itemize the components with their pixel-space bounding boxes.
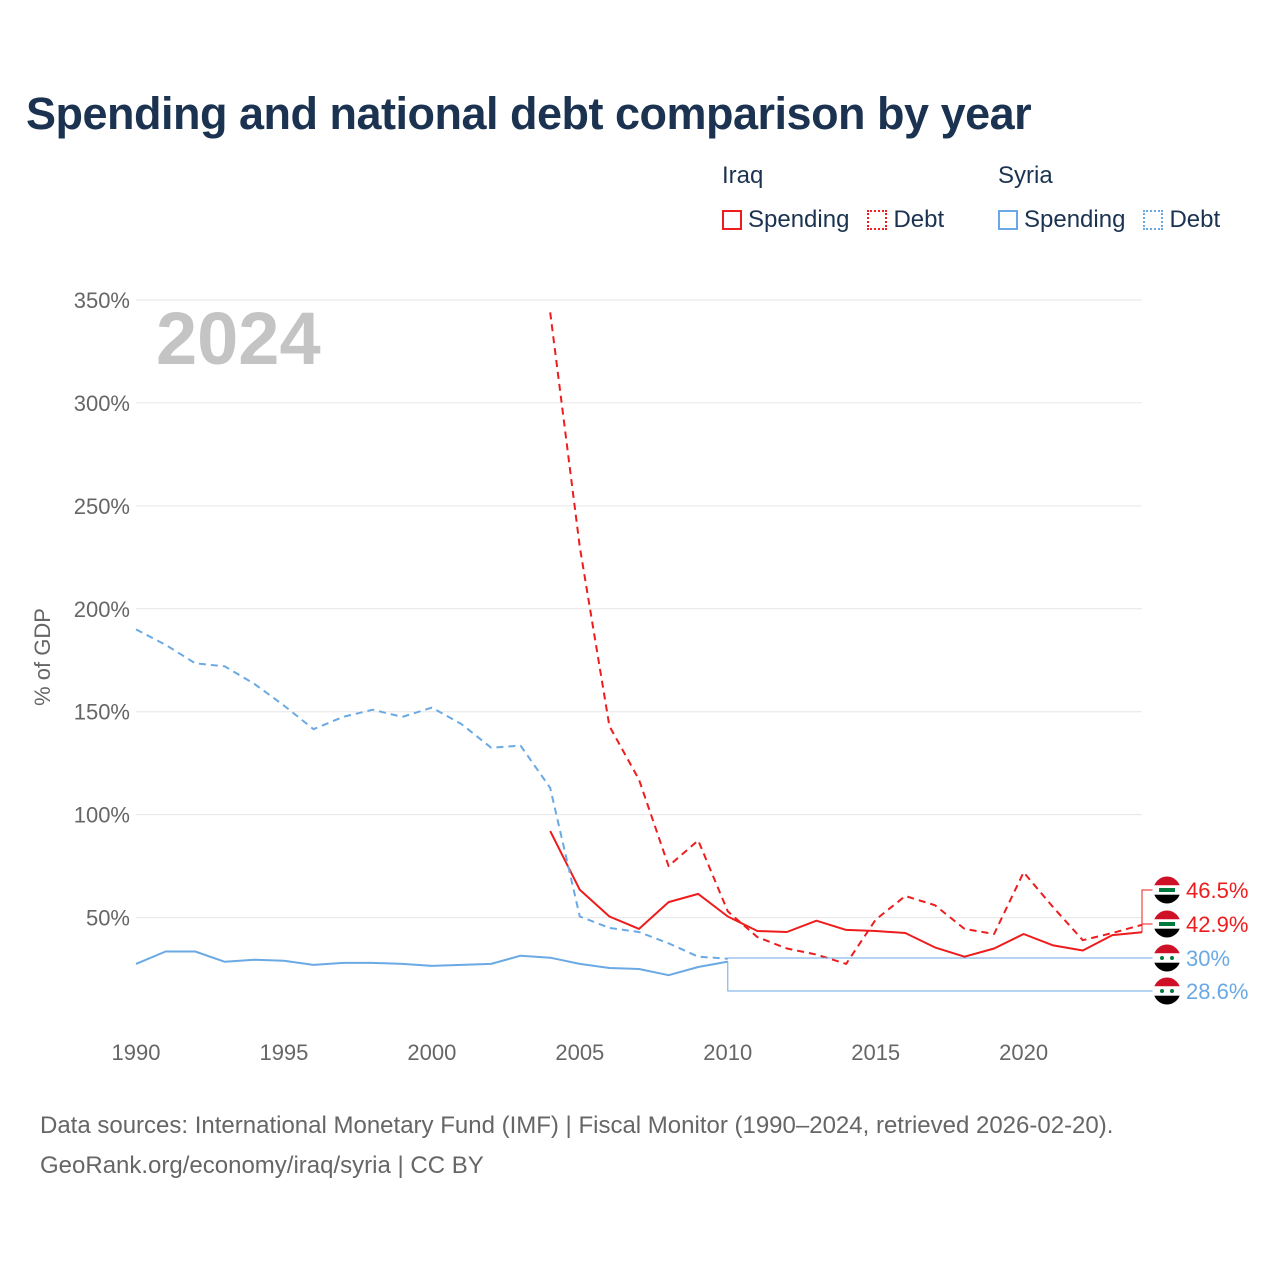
dotted-swatch-icon (867, 210, 888, 230)
legend-group-label: Syria (998, 162, 1053, 189)
footer: Data sources: International Monetary Fun… (40, 1106, 1113, 1186)
y-tick-label: 200% (74, 597, 130, 622)
legend-group-iraq: Iraq Spending Debt (722, 162, 962, 234)
legend-item-label: Debt (893, 206, 945, 233)
legend-item-label: Spending (748, 206, 850, 233)
dotted-swatch-icon (1143, 210, 1164, 230)
chart-title: Spending and national debt comparison by… (26, 88, 1032, 139)
year-watermark: 2024 (156, 297, 321, 380)
legend-group-label: Iraq (722, 162, 764, 189)
leader-line (727, 957, 1153, 959)
legend-item-label: Spending (1024, 206, 1126, 233)
end-labels: 42.9% 46.5% 28.6% 30% (727, 875, 1248, 1006)
series-lines (135, 312, 1143, 977)
legend-item-syria-spending[interactable]: Spending (998, 206, 1125, 234)
y-tick-label: 250% (74, 494, 130, 519)
series-line-iraq-spending (549, 830, 1143, 958)
series-line-syria-spending (135, 950, 728, 977)
legend-group-syria: Syria Spending Debt (998, 162, 1238, 234)
y-tick-label: 50% (86, 906, 130, 931)
x-tick-label: 2015 (851, 1040, 900, 1065)
iraq-flag-icon (1152, 909, 1182, 939)
x-tick-label: 2000 (407, 1040, 456, 1065)
leader-line (727, 961, 1153, 992)
data-sources-text: Data sources: International Monetary Fun… (40, 1112, 1114, 1139)
end-value-label: 30% (1186, 946, 1230, 971)
solid-swatch-icon (722, 210, 742, 230)
x-axis-ticks: 1990 1995 2000 2005 2010 2015 2020 (112, 1040, 1049, 1065)
series-line-iraq-debt (549, 312, 1143, 965)
end-value-label: 28.6% (1186, 979, 1248, 1004)
leader-line (1141, 923, 1153, 933)
end-value-label: 42.9% (1186, 912, 1248, 937)
leader-line (1141, 889, 1153, 925)
legend-item-iraq-spending[interactable]: Spending (722, 206, 849, 234)
line-chart: 50% 100% 150% 200% 250% 300% 350% 1990 1995 2000… (30, 288, 1248, 1065)
y-tick-label: 150% (74, 700, 130, 725)
series-line-syria-debt (135, 628, 728, 960)
x-tick-label: 1990 (112, 1040, 161, 1065)
end-value-label: 46.5% (1186, 878, 1248, 903)
syria-flag-icon (1152, 943, 1182, 973)
x-tick-label: 2010 (703, 1040, 752, 1065)
y-axis-label: % of GDP (30, 608, 55, 706)
y-tick-label: 300% (74, 391, 130, 416)
attribution-text: GeoRank.org/economy/iraq/syria | CC BY (40, 1152, 484, 1179)
solid-swatch-icon (998, 210, 1018, 230)
x-tick-label: 2020 (999, 1040, 1048, 1065)
iraq-flag-icon (1152, 875, 1182, 905)
legend-item-iraq-debt[interactable]: Debt (867, 206, 944, 234)
legend-item-label: Debt (1169, 206, 1221, 233)
y-tick-label: 100% (74, 803, 130, 828)
legend-item-syria-debt[interactable]: Debt (1143, 206, 1220, 234)
y-axis-ticks: 50% 100% 150% 200% 250% 300% 350% (74, 288, 130, 931)
gridlines (136, 299, 1142, 919)
x-tick-label: 2005 (555, 1040, 604, 1065)
x-tick-label: 1995 (259, 1040, 308, 1065)
syria-flag-icon (1152, 976, 1182, 1006)
y-tick-label: 350% (74, 288, 130, 313)
